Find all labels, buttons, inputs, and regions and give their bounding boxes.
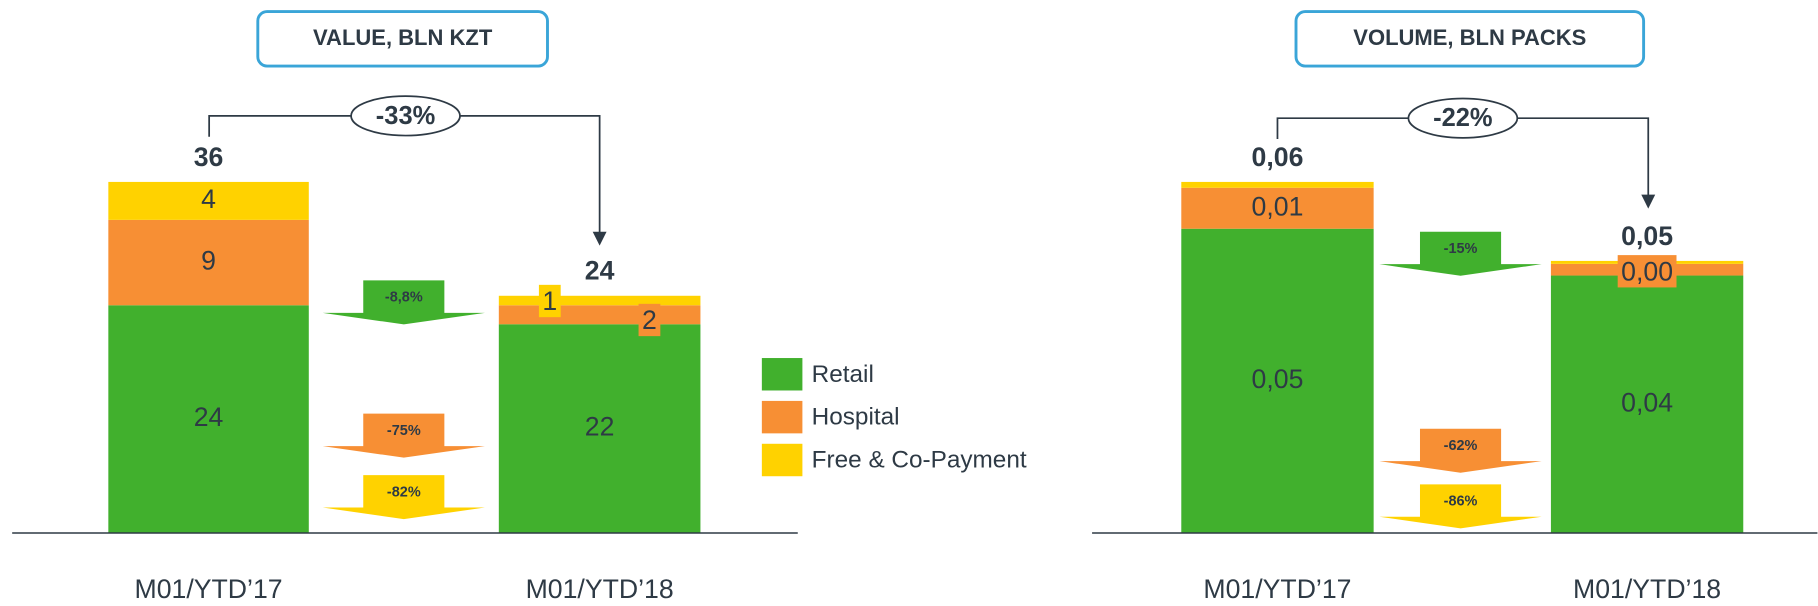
segment-label: 0,05: [1252, 364, 1304, 394]
bar-segment: [108, 305, 309, 534]
title-box: [1294, 10, 1646, 68]
total-label: 0,05: [1621, 221, 1673, 251]
segment-label: 24: [194, 402, 224, 432]
chart-title: VALUE, BLN KZT: [313, 25, 493, 50]
total-label: 24: [585, 256, 615, 286]
x-tick-label: M01/YTD’18: [1573, 574, 1721, 604]
segment-label: 22: [585, 412, 615, 442]
x-tick-label: M01/YTD’17: [1203, 574, 1351, 604]
bar-segment: [1181, 187, 1374, 229]
segment-label: 0,01: [1252, 191, 1304, 221]
arrow-head: [592, 231, 607, 246]
bar-segment: [498, 324, 701, 534]
segment-label: 9: [201, 246, 216, 276]
legend-swatch: [761, 400, 803, 434]
segment-change: -15%: [1444, 241, 1478, 257]
change-arrow: [322, 475, 485, 520]
legend-swatch: [761, 358, 803, 391]
label-box: [538, 284, 561, 318]
segment-label: 0,00: [1621, 256, 1673, 286]
total-change: -22%: [1433, 104, 1493, 132]
total-label: 36: [194, 142, 224, 172]
legend-label: Retail: [812, 361, 874, 388]
segment-change: -62%: [1444, 438, 1478, 454]
legend-label: Free & Co-Payment: [812, 447, 1027, 474]
segment-change: -86%: [1444, 494, 1478, 510]
segment-label: 0,04: [1621, 387, 1673, 417]
segment-label: 1: [542, 286, 557, 316]
total-label: 0,06: [1252, 142, 1304, 172]
bar-segment: [1181, 228, 1374, 534]
segment-change: -82%: [387, 484, 421, 500]
x-tick-label: M01/YTD’17: [135, 574, 283, 604]
segment-change: -8,8%: [385, 290, 423, 306]
bar-segment: [108, 219, 309, 306]
label-box: [638, 303, 661, 337]
segment-label: 4: [201, 184, 216, 214]
bar-segment: [1181, 181, 1374, 188]
segment-label: 2: [642, 305, 657, 335]
change-ellipse: [1407, 97, 1519, 139]
arrow-head: [1641, 194, 1656, 209]
bar-segment: [108, 181, 309, 220]
bar-segment: [498, 305, 701, 325]
x-tick-label: M01/YTD’18: [526, 574, 674, 604]
label-box: [1617, 255, 1677, 288]
change-arrow: [322, 280, 485, 325]
legend-swatch: [761, 443, 803, 477]
chart-title: VOLUME, BLN PACKS: [1353, 25, 1586, 50]
bar-segment: [498, 295, 701, 306]
title-box: [256, 10, 549, 68]
bar-segment: [1550, 275, 1744, 534]
total-change: -33%: [376, 102, 436, 130]
segment-change: -75%: [387, 423, 421, 439]
legend-label: Hospital: [812, 404, 900, 431]
change-arrow: [322, 413, 485, 458]
change-ellipse: [350, 95, 461, 137]
